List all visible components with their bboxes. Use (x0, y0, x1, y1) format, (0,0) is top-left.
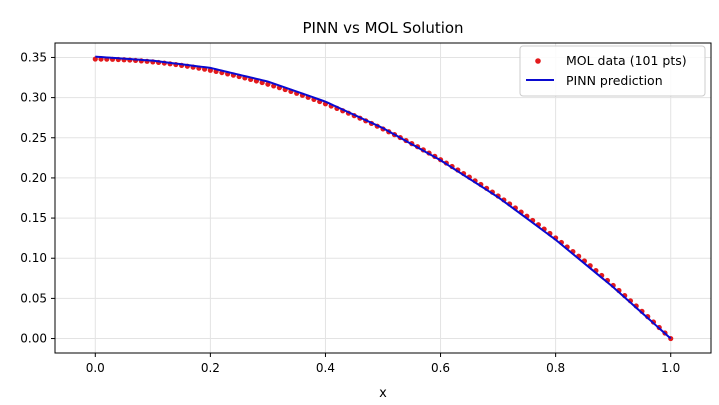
series-pinn-prediction (95, 55, 672, 340)
y-tick-label: 0.30 (20, 91, 47, 105)
legend-box (519, 45, 706, 97)
chart-title: PINN vs MOL Solution (302, 19, 463, 37)
y-axis: 0.00 0.05 0.10 0.15 0.20 0.25 0.30 0.35 (20, 50, 55, 346)
x-tick-label: 0.4 (316, 361, 335, 375)
y-tick-label: 0.20 (20, 171, 47, 185)
x-tick-label: 0.8 (546, 361, 565, 375)
legend-label-mol: MOL data (101 pts) (566, 53, 687, 68)
plot-frame (54, 42, 712, 354)
x-tick-label: 1.0 (661, 361, 680, 375)
y-tick-label: 0.35 (20, 50, 47, 64)
y-tick-label: 0.25 (20, 131, 47, 145)
grid (55, 43, 711, 353)
x-tick-label: 0.0 (86, 361, 105, 375)
mol-data-point (92, 56, 98, 62)
y-tick-label: 0.05 (20, 291, 47, 305)
legend-marker-mol (535, 58, 541, 64)
y-tick-label: 0.10 (20, 251, 47, 265)
x-axis-label: x (379, 386, 387, 401)
y-tick-label: 0.15 (20, 211, 47, 225)
legend-label-pinn: PINN prediction (566, 73, 663, 88)
legend: MOL data (101 pts) PINN prediction (519, 45, 706, 97)
x-axis: 0.0 0.2 0.4 0.6 0.8 1.0 (86, 353, 680, 375)
x-tick-label: 0.6 (431, 361, 450, 375)
pinn-prediction-line (95, 55, 672, 340)
x-tick-label: 0.2 (201, 361, 220, 375)
y-tick-label: 0.00 (20, 332, 47, 346)
